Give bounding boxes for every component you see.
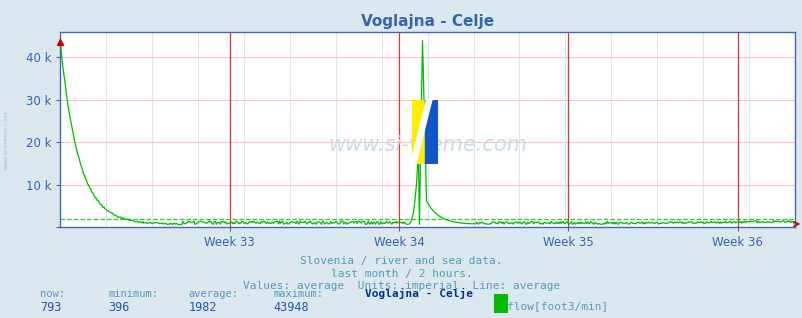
Text: 793: 793: [40, 301, 62, 314]
Text: now:: now:: [40, 289, 65, 299]
Polygon shape: [410, 100, 431, 164]
Text: minimum:: minimum:: [108, 289, 158, 299]
Text: last month / 2 hours.: last month / 2 hours.: [330, 269, 472, 279]
Text: 396: 396: [108, 301, 130, 314]
Text: 43948: 43948: [273, 301, 308, 314]
Text: Values: average  Units: imperial  Line: average: Values: average Units: imperial Line: av…: [242, 281, 560, 291]
Text: average:: average:: [188, 289, 238, 299]
Text: 1982: 1982: [188, 301, 217, 314]
Title: Voglajna - Celje: Voglajna - Celje: [361, 14, 493, 29]
Text: Voglajna - Celje: Voglajna - Celje: [365, 288, 472, 299]
Text: maximum:: maximum:: [273, 289, 322, 299]
Text: Slovenia / river and sea data.: Slovenia / river and sea data.: [300, 256, 502, 266]
Bar: [425, 100, 438, 164]
Text: www.si-vreme.com: www.si-vreme.com: [4, 110, 9, 170]
Text: www.si-vreme.com: www.si-vreme.com: [328, 135, 526, 155]
Text: flow[foot3/min]: flow[foot3/min]: [507, 301, 608, 311]
